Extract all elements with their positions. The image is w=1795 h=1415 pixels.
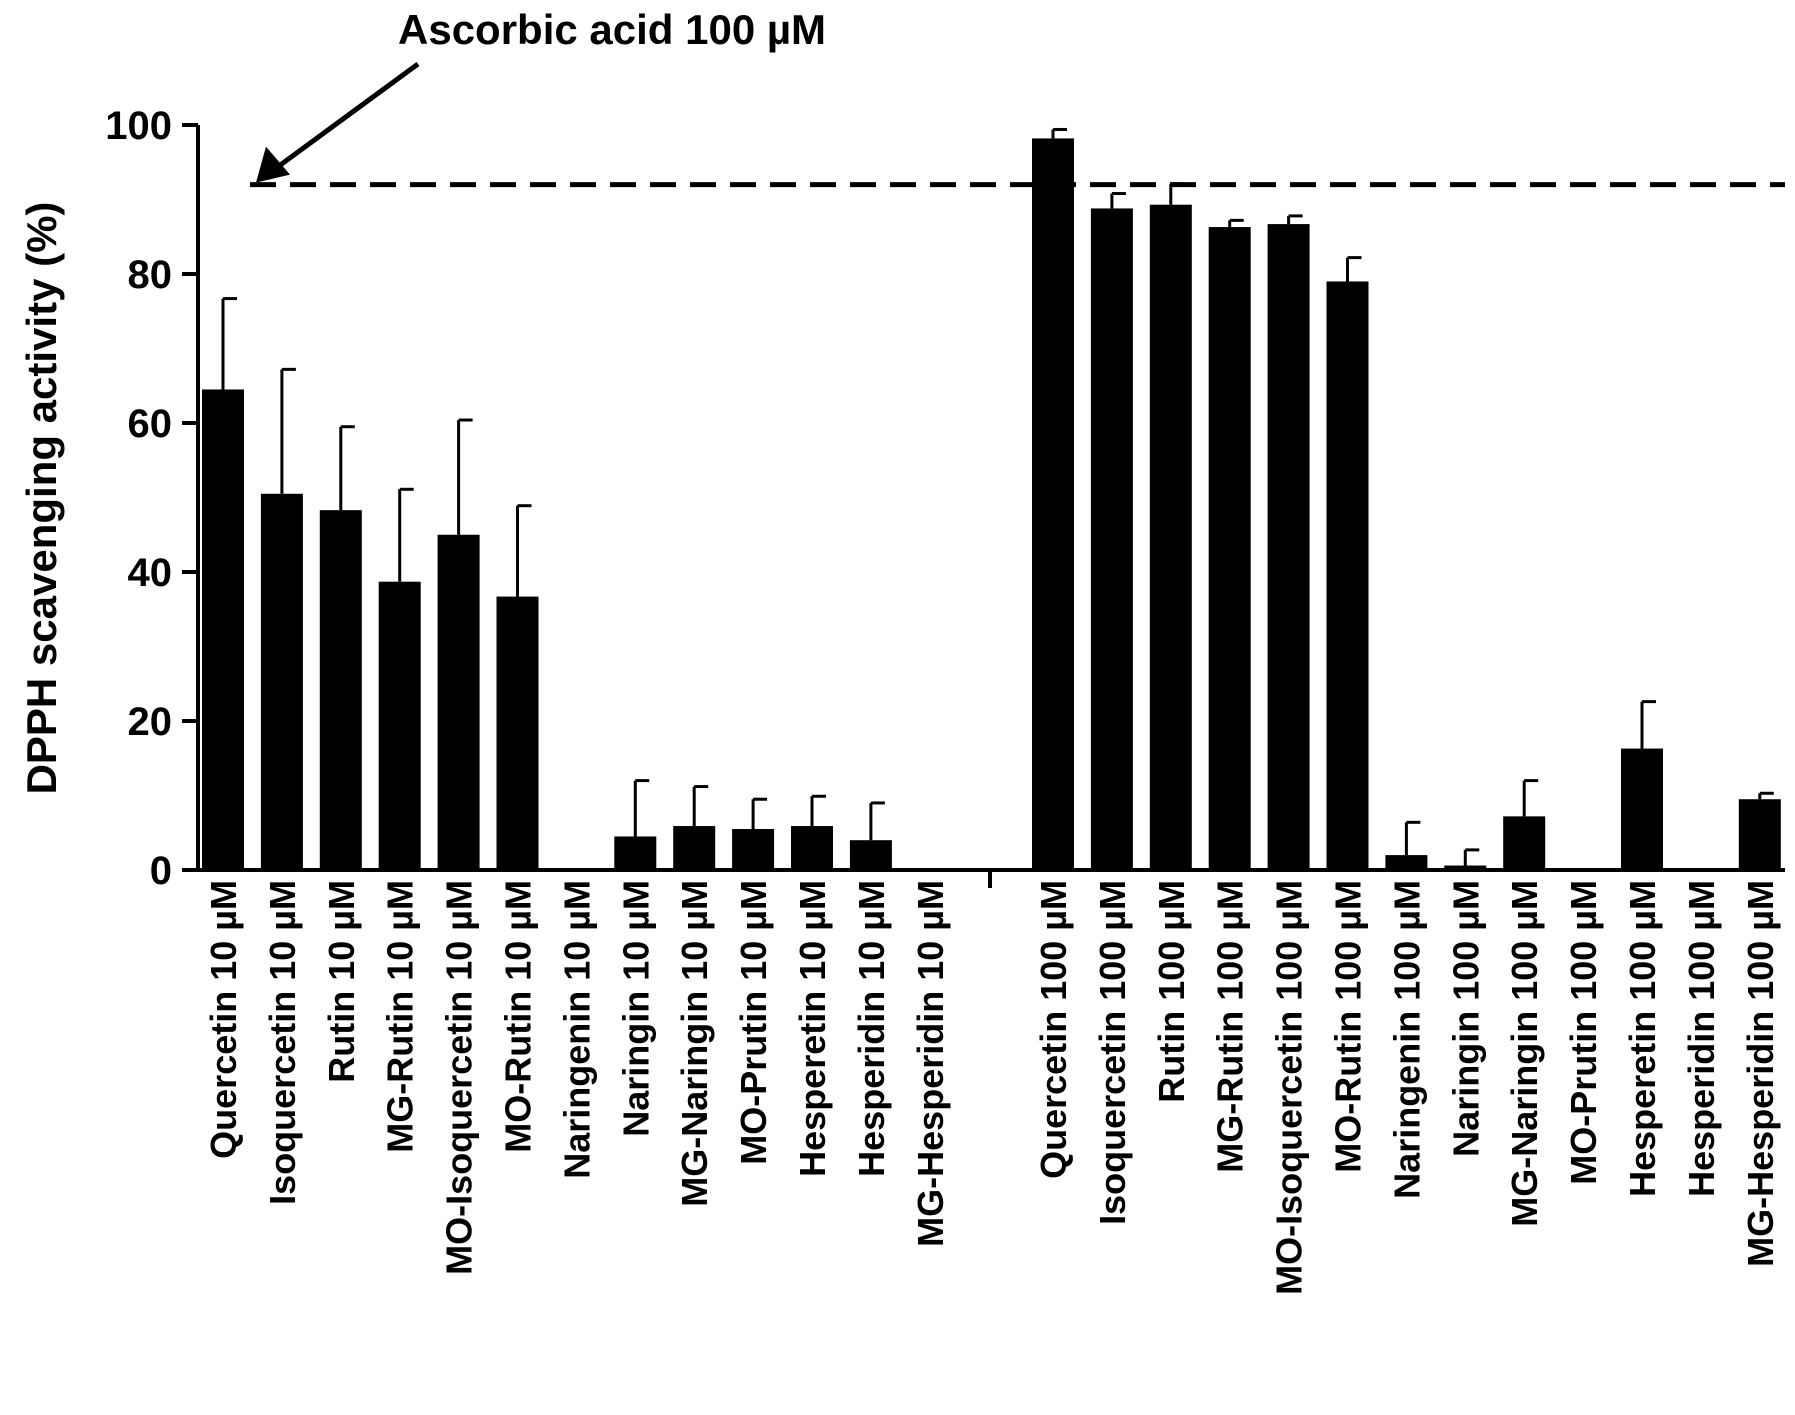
x-tick-label: Hesperidin 10 µM xyxy=(851,880,892,1177)
bar xyxy=(1326,281,1369,870)
x-tick-label: Naringin 10 µM xyxy=(615,880,656,1137)
bar xyxy=(673,826,716,870)
x-tick-label: Isoquercetin 10 µM xyxy=(262,880,303,1205)
bar xyxy=(732,829,775,870)
x-tick-label: MG-Hesperidin 100 µM xyxy=(1740,880,1781,1267)
bar xyxy=(1090,208,1133,870)
x-tick-label: Hesperidin 100 µM xyxy=(1681,880,1722,1197)
bar xyxy=(1208,227,1251,870)
x-tick-label: MO-Isoquercetin 10 µM xyxy=(439,880,480,1275)
reference-line-group: Ascorbic acid 100 µM xyxy=(250,6,1785,188)
x-tick-label: MG-Rutin 10 µM xyxy=(380,880,421,1153)
y-tick-label: 40 xyxy=(128,551,173,595)
bar xyxy=(1267,224,1310,870)
bar xyxy=(319,510,362,870)
bar xyxy=(1032,138,1074,870)
y-axis-label: DPPH scavenging activity (%) xyxy=(18,202,65,795)
x-tick-label: Rutin 10 µM xyxy=(321,880,362,1083)
bar xyxy=(1621,748,1663,870)
x-tick-label: MO-Rutin 10 µM xyxy=(498,880,539,1153)
bar xyxy=(849,840,892,870)
bars xyxy=(202,127,1781,871)
x-tick-label: MG-Hesperidin 10 µM xyxy=(910,880,951,1247)
x-tick-label: Quercetin 10 µM xyxy=(203,880,244,1159)
x-tick-label: Naringenin 10 µM xyxy=(556,880,597,1179)
x-tick-label: MG-Naringin 100 µM xyxy=(1504,880,1545,1227)
bar xyxy=(437,534,480,870)
x-tick-label: Rutin 100 µM xyxy=(1151,880,1192,1103)
y-tick-label: 20 xyxy=(128,700,173,744)
y-tick-label: 100 xyxy=(105,104,172,148)
bar xyxy=(1444,865,1487,870)
x-tick-label: Hesperetin 10 µM xyxy=(792,880,833,1177)
bar xyxy=(1149,204,1192,871)
axes xyxy=(196,125,1785,888)
x-tick-label: Isoquercetin 100 µM xyxy=(1092,880,1133,1225)
bar xyxy=(791,826,833,870)
bar xyxy=(260,493,303,870)
bar xyxy=(1385,855,1428,870)
x-tick-label: Naringenin 100 µM xyxy=(1386,880,1427,1199)
x-tick-label: MO-Prutin 100 µM xyxy=(1563,880,1604,1185)
bar xyxy=(1738,799,1781,870)
x-tick-label: MG-Naringin 10 µM xyxy=(674,880,715,1207)
reference-line-label: Ascorbic acid 100 µM xyxy=(398,6,826,53)
bar xyxy=(496,596,539,870)
bar xyxy=(202,389,244,870)
bar xyxy=(378,581,421,870)
y-tick-label: 80 xyxy=(128,253,173,297)
x-tick-label: MO-Rutin 100 µM xyxy=(1328,880,1369,1173)
y-tick-label: 60 xyxy=(128,402,173,446)
x-tick-label: Hesperetin 100 µM xyxy=(1622,880,1663,1197)
annotation-arrow-head xyxy=(256,146,290,183)
y-ticks: 0 20 40 60 80 100 xyxy=(105,104,198,893)
x-tick-label: Quercetin 100 µM xyxy=(1033,880,1074,1179)
annotation-arrow-line xyxy=(272,61,420,172)
bar xyxy=(1503,816,1546,870)
x-tick-label: MO-Prutin 10 µM xyxy=(733,880,774,1165)
y-tick-label: 0 xyxy=(150,849,172,893)
x-tick-label: Naringin 100 µM xyxy=(1445,880,1486,1157)
x-tick-label: MG-Rutin 100 µM xyxy=(1210,880,1251,1173)
x-tick-label: MO-Isoquercetin 100 µM xyxy=(1269,880,1310,1295)
x-tick-labels: Quercetin 10 µM Isoquercetin 10 µM Rutin 1… xyxy=(203,880,1781,1295)
bar xyxy=(614,836,657,870)
